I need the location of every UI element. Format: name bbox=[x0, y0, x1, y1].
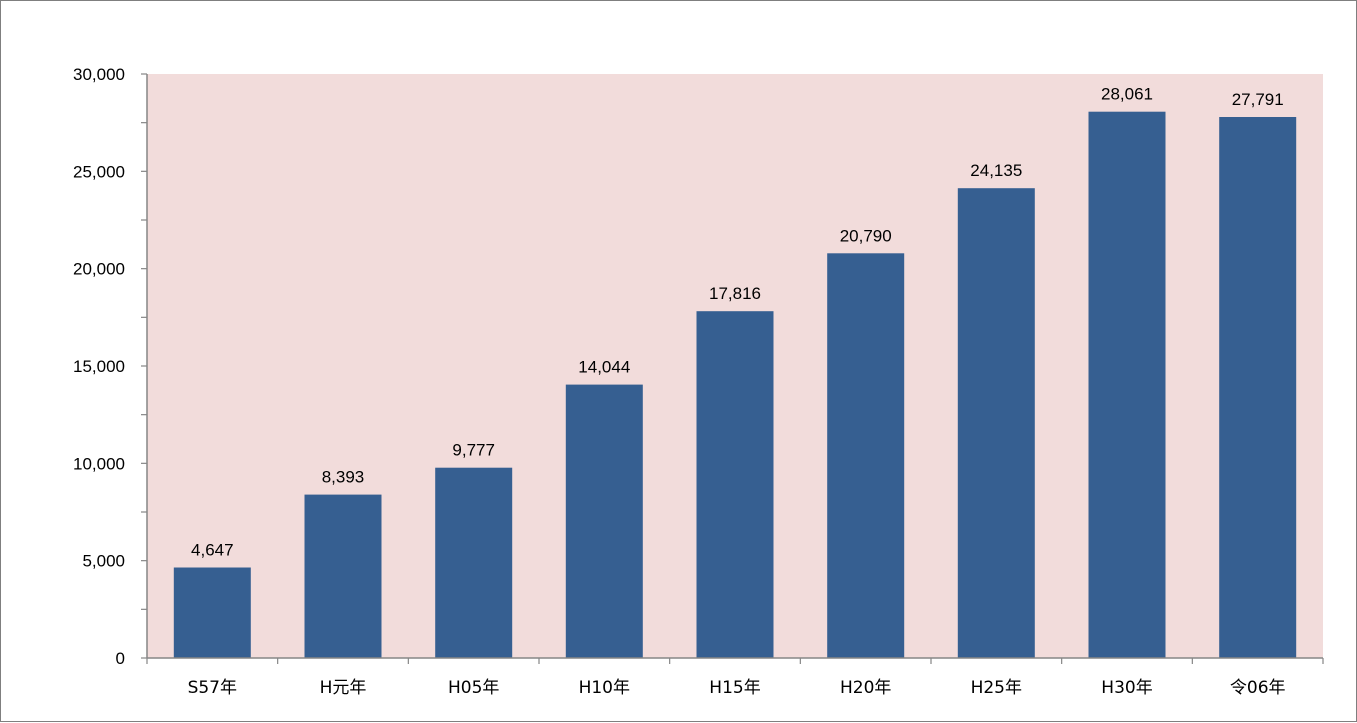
bars-group bbox=[173, 111, 1297, 659]
x-tick-label-7: H25年 bbox=[971, 678, 1022, 698]
data-label-5: 17,816 bbox=[709, 284, 761, 303]
x-tick-label-4: H10年 bbox=[579, 678, 630, 698]
bar-5 bbox=[696, 311, 774, 658]
y-tick-label-7: 30,000 bbox=[73, 65, 125, 84]
y-tick-label-2: 5,000 bbox=[82, 552, 125, 571]
y-tick-label-5: 20,000 bbox=[73, 260, 125, 279]
x-tick-label-5: H15年 bbox=[709, 678, 760, 698]
data-label-7: 24,135 bbox=[970, 161, 1022, 180]
data-label-1: 4,647 bbox=[191, 541, 234, 560]
y-tick-label-4: 15,000 bbox=[73, 357, 125, 376]
y-tick-label-3: 10,000 bbox=[73, 454, 125, 473]
axes-group bbox=[141, 73, 1324, 664]
x-tick-label-9: 令06年 bbox=[1230, 678, 1286, 698]
bar-6 bbox=[827, 253, 905, 659]
labels-group: 4,647 S57年 8,393 H元年 9,777 H05年 14,044 H10年 17,8… bbox=[73, 65, 1286, 698]
y-tick-label-6: 25,000 bbox=[73, 162, 125, 181]
x-tick-label-3: H05年 bbox=[448, 678, 499, 698]
x-tick-label-6: H20年 bbox=[840, 678, 891, 698]
bar-7 bbox=[957, 188, 1035, 658]
data-label-4: 14,044 bbox=[578, 358, 630, 377]
data-label-8: 28,061 bbox=[1101, 85, 1153, 104]
bar-9 bbox=[1219, 117, 1297, 658]
data-label-3: 9,777 bbox=[452, 441, 495, 460]
x-tick-label-1: S57年 bbox=[188, 678, 237, 698]
data-label-2: 8,393 bbox=[322, 468, 365, 487]
x-tick-label-8: H30年 bbox=[1101, 678, 1152, 698]
data-label-9: 27,791 bbox=[1232, 90, 1284, 109]
y-tick-label-1: 0 bbox=[116, 649, 125, 668]
x-tick-label-2: H元年 bbox=[320, 678, 367, 698]
bar-4 bbox=[565, 384, 643, 658]
bar-3 bbox=[435, 467, 513, 658]
bar-2 bbox=[304, 494, 382, 658]
data-label-6: 20,790 bbox=[840, 226, 892, 245]
bar-8 bbox=[1088, 111, 1166, 658]
bar-1 bbox=[173, 567, 251, 658]
